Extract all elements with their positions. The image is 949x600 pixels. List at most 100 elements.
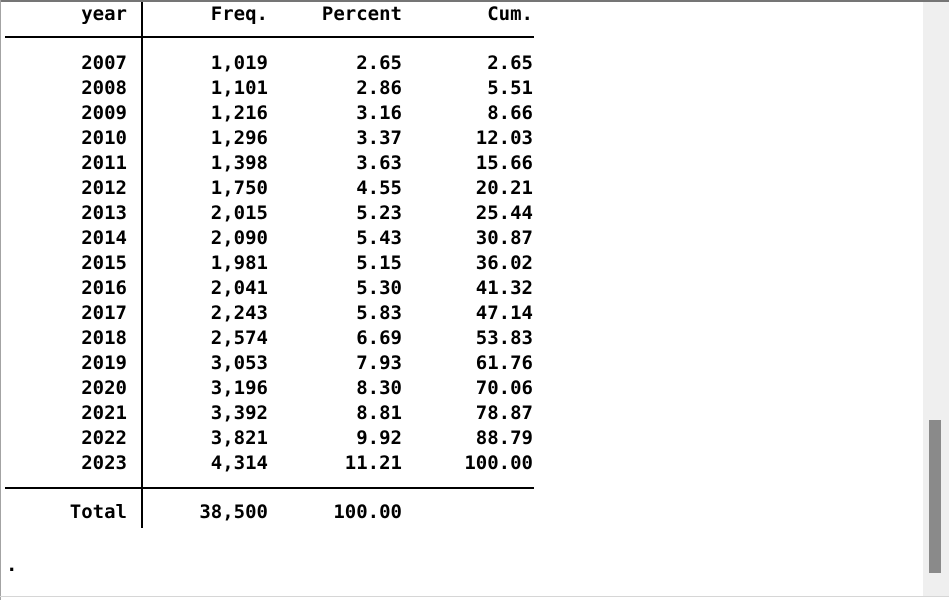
table-row: 2013 2,015 5.23 25.44 <box>0 201 533 226</box>
cum-cell: 36.02 <box>475 252 533 274</box>
year-cell: 2022 <box>81 427 127 449</box>
table-row: 2007 1,019 2.65 2.65 <box>0 51 533 76</box>
scrollbar-thumb[interactable] <box>929 420 941 573</box>
freq-cell: 2,041 <box>210 277 268 299</box>
table-row: 2012 1,750 4.55 20.21 <box>0 176 533 201</box>
cum-cell: 53.83 <box>475 327 533 349</box>
percent-cell: 8.30 <box>356 377 402 399</box>
year-cell: 2014 <box>81 227 127 249</box>
table-row: 2016 2,041 5.30 41.32 <box>0 276 533 301</box>
freq-cell: 2,015 <box>210 202 268 224</box>
percent-cell: 3.16 <box>356 102 402 124</box>
header-freq: Freq. <box>210 3 268 25</box>
freq-cell: 4,314 <box>210 452 268 474</box>
percent-cell: 5.43 <box>356 227 402 249</box>
table-row: 2023 4,314 11.21 100.00 <box>0 451 533 476</box>
table-row: 2020 3,196 8.30 70.06 <box>0 376 533 401</box>
header-divider-line <box>5 36 534 38</box>
table-row: 2017 2,243 5.83 47.14 <box>0 301 533 326</box>
freq-cell: 1,101 <box>210 77 268 99</box>
freq-cell: 2,574 <box>210 327 268 349</box>
results-pane: year Freq. Percent Cum. 2007 1,019 2.65 2.6… <box>0 2 534 576</box>
percent-cell: 4.55 <box>356 177 402 199</box>
year-cell: 2021 <box>81 402 127 424</box>
total-freq: 38,500 <box>199 501 268 523</box>
table-row: 2010 1,296 3.37 12.03 <box>0 126 533 151</box>
cum-cell: 61.76 <box>475 352 533 374</box>
freq-cell: 3,053 <box>210 352 268 374</box>
window-border-bottom <box>0 596 949 597</box>
year-cell: 2011 <box>81 152 127 174</box>
year-cell: 2019 <box>81 352 127 374</box>
cum-cell: 41.32 <box>475 277 533 299</box>
freq-cell: 1,981 <box>210 252 268 274</box>
total-label: Total <box>69 501 127 523</box>
year-cell: 2008 <box>81 77 127 99</box>
percent-cell: 2.86 <box>356 77 402 99</box>
cum-cell: 70.06 <box>475 377 533 399</box>
freq-cell: 1,216 <box>210 102 268 124</box>
cum-cell: 2.65 <box>487 52 533 74</box>
total-divider-line <box>5 487 534 489</box>
header-year: year <box>81 3 127 25</box>
year-cell: 2009 <box>81 102 127 124</box>
percent-cell: 3.63 <box>356 152 402 174</box>
cum-cell: 25.44 <box>475 202 533 224</box>
year-cell: 2018 <box>81 327 127 349</box>
percent-cell: 2.65 <box>356 52 402 74</box>
freq-cell: 1,019 <box>210 52 268 74</box>
table-body: 2007 1,019 2.65 2.65 2008 1,101 2.86 5.51 2009 1,… <box>0 51 533 476</box>
freq-cell: 1,398 <box>210 152 268 174</box>
percent-cell: 3.37 <box>356 127 402 149</box>
freq-cell: 3,392 <box>210 402 268 424</box>
year-cell: 2016 <box>81 277 127 299</box>
vertical-scrollbar[interactable] <box>923 2 949 596</box>
year-cell: 2015 <box>81 252 127 274</box>
total-cum <box>402 500 533 525</box>
cum-cell: 88.79 <box>475 427 533 449</box>
year-cell: 2007 <box>81 52 127 74</box>
table-row: 2021 3,392 8.81 78.87 <box>0 401 533 426</box>
table-row: 2014 2,090 5.43 30.87 <box>0 226 533 251</box>
percent-cell: 7.93 <box>356 352 402 374</box>
cum-cell: 78.87 <box>475 402 533 424</box>
command-prompt-dot: . <box>6 554 18 576</box>
year-cell: 2013 <box>81 202 127 224</box>
table-row: 2011 1,398 3.63 15.66 <box>0 151 533 176</box>
cum-cell: 30.87 <box>475 227 533 249</box>
percent-cell: 5.83 <box>356 302 402 324</box>
year-cell: 2017 <box>81 302 127 324</box>
header-percent: Percent <box>321 3 402 25</box>
column-divider-line <box>141 2 143 528</box>
table-row: 2018 2,574 6.69 53.83 <box>0 326 533 351</box>
table-row: 2009 1,216 3.16 8.66 <box>0 101 533 126</box>
table-row: 2015 1,981 5.15 36.02 <box>0 251 533 276</box>
cum-cell: 5.51 <box>487 77 533 99</box>
percent-cell: 8.81 <box>356 402 402 424</box>
percent-cell: 11.21 <box>344 452 402 474</box>
percent-cell: 5.15 <box>356 252 402 274</box>
freq-cell: 3,821 <box>210 427 268 449</box>
percent-cell: 6.69 <box>356 327 402 349</box>
year-cell: 2020 <box>81 377 127 399</box>
freq-cell: 2,243 <box>210 302 268 324</box>
cum-cell: 20.21 <box>475 177 533 199</box>
percent-cell: 9.92 <box>356 427 402 449</box>
table-row: 2019 3,053 7.93 61.76 <box>0 351 533 376</box>
cum-cell: 8.66 <box>487 102 533 124</box>
window-border-top <box>0 0 949 2</box>
percent-cell: 5.30 <box>356 277 402 299</box>
cum-cell: 47.14 <box>475 302 533 324</box>
freq-cell: 1,750 <box>210 177 268 199</box>
window-border-left <box>0 0 1 600</box>
freq-cell: 2,090 <box>210 227 268 249</box>
year-cell: 2010 <box>81 127 127 149</box>
freq-cell: 1,296 <box>210 127 268 149</box>
total-row: Total 38,500 100.00 <box>0 500 533 525</box>
cum-cell: 100.00 <box>464 452 533 474</box>
table-row: 2022 3,821 9.92 88.79 <box>0 426 533 451</box>
total-percent: 100.00 <box>333 501 402 523</box>
table-row: 2008 1,101 2.86 5.51 <box>0 76 533 101</box>
cum-cell: 12.03 <box>475 127 533 149</box>
